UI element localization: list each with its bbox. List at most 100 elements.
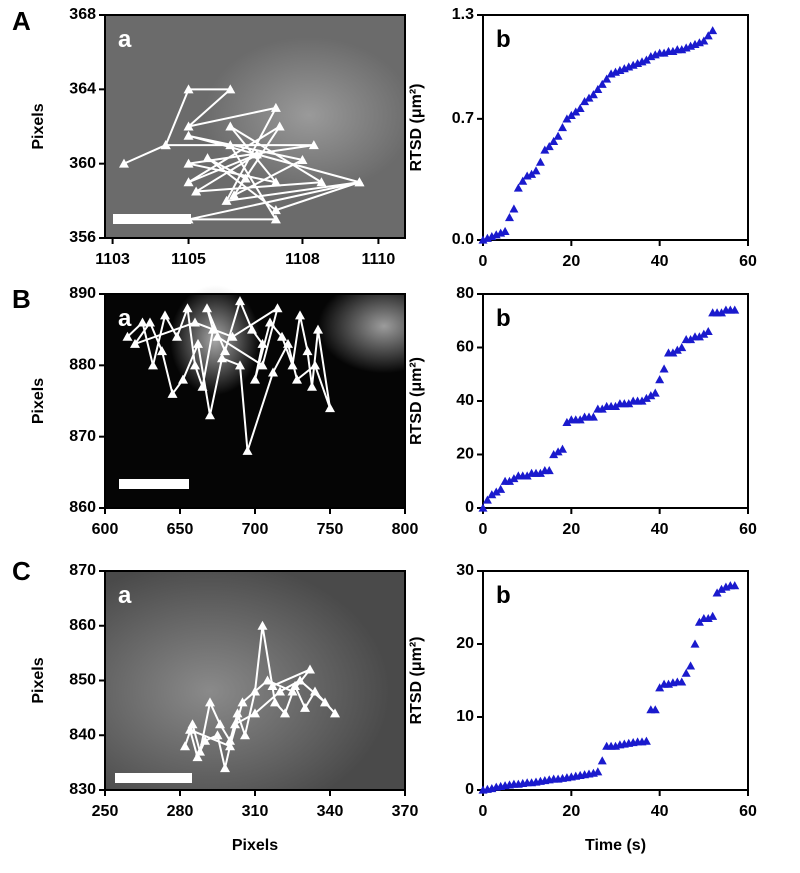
x-axis-label: Time (s) bbox=[585, 837, 646, 854]
trajectory-point bbox=[277, 331, 287, 341]
point bbox=[593, 767, 603, 776]
point bbox=[505, 476, 514, 485]
y-tick-label: 60 bbox=[456, 339, 474, 356]
trajectory-point bbox=[202, 303, 212, 313]
trajectory-point bbox=[137, 317, 148, 327]
trajectory-point bbox=[232, 708, 243, 718]
trajectory-point bbox=[310, 686, 320, 696]
x-axis-label: Pixels bbox=[232, 837, 278, 854]
point bbox=[513, 183, 523, 192]
trajectory-point bbox=[270, 205, 281, 215]
trajectory-point bbox=[237, 697, 248, 707]
point bbox=[558, 444, 567, 453]
trajectory-point bbox=[292, 374, 302, 384]
trajectory-point bbox=[185, 724, 195, 734]
panel-letter: A bbox=[12, 6, 31, 36]
trajectory-point bbox=[217, 353, 227, 363]
panel-sublabel: b bbox=[496, 582, 511, 609]
point bbox=[487, 490, 497, 499]
trajectory-point bbox=[270, 697, 280, 707]
trajectory-point bbox=[221, 195, 232, 205]
point bbox=[659, 364, 669, 373]
x-tick-label: 310 bbox=[242, 803, 269, 820]
point bbox=[509, 204, 519, 213]
y-tick-label: 830 bbox=[69, 781, 96, 798]
x-tick-label: 1110 bbox=[362, 251, 396, 268]
trajectory-point bbox=[308, 140, 319, 150]
point bbox=[641, 55, 651, 64]
x-tick-label: 650 bbox=[167, 521, 194, 538]
trajectory-point bbox=[235, 296, 245, 306]
point bbox=[690, 639, 700, 648]
panel-sublabel: b bbox=[496, 26, 511, 53]
trajectory-point bbox=[265, 317, 275, 327]
y-tick-label: 860 bbox=[69, 499, 96, 516]
trajectory-point bbox=[267, 680, 278, 690]
y-axis-label: RTSD (μm²) bbox=[408, 84, 425, 172]
x-tick-label: 60 bbox=[739, 521, 757, 538]
panel-sublabel: a bbox=[118, 305, 132, 332]
trajectory-point bbox=[280, 708, 290, 718]
point bbox=[694, 617, 704, 626]
point bbox=[694, 332, 704, 341]
x-tick-label: 0 bbox=[479, 803, 488, 820]
y-axis-label: RTSD (μm²) bbox=[408, 357, 425, 445]
plot-frame bbox=[104, 570, 406, 791]
trajectory-point bbox=[297, 154, 308, 164]
x-tick-label: 700 bbox=[242, 521, 269, 538]
trajectory-point bbox=[183, 84, 194, 94]
trajectory-point bbox=[118, 158, 129, 168]
image-background bbox=[105, 571, 405, 790]
y-tick-label: 870 bbox=[69, 428, 96, 445]
trajectory-point bbox=[275, 686, 285, 696]
trajectory-point bbox=[178, 374, 188, 384]
y-tick-label: 850 bbox=[69, 672, 96, 689]
panel-letter: C bbox=[12, 556, 31, 586]
y-tick-label: 0 bbox=[465, 499, 474, 516]
trajectory-point bbox=[316, 177, 327, 187]
scale-bar bbox=[115, 773, 192, 783]
y-tick-label: 20 bbox=[456, 635, 474, 652]
image-background bbox=[105, 15, 405, 238]
scale-bar bbox=[113, 214, 191, 224]
trajectory-point bbox=[225, 84, 236, 94]
trajectory-point bbox=[205, 697, 215, 707]
trajectory-point bbox=[240, 173, 251, 183]
x-tick-label: 0 bbox=[479, 253, 488, 270]
trajectory-point bbox=[200, 735, 210, 745]
x-tick-label: 800 bbox=[392, 521, 419, 538]
point bbox=[597, 404, 607, 413]
trajectory-point bbox=[320, 697, 330, 707]
y-axis-label: Pixels bbox=[30, 378, 47, 424]
y-tick-label: 368 bbox=[69, 6, 96, 23]
trajectory-point bbox=[270, 177, 281, 187]
point bbox=[646, 391, 656, 400]
trajectory-point bbox=[257, 620, 268, 630]
point bbox=[491, 487, 501, 496]
point bbox=[593, 84, 603, 94]
point bbox=[535, 468, 545, 477]
trajectory-point bbox=[167, 388, 178, 398]
point bbox=[730, 581, 740, 590]
x-tick-label: 60 bbox=[739, 253, 757, 270]
point bbox=[602, 74, 612, 83]
trajectory-point bbox=[190, 360, 200, 370]
point bbox=[703, 613, 713, 623]
trajectory-point bbox=[330, 708, 340, 718]
point bbox=[478, 503, 488, 512]
point bbox=[588, 412, 598, 421]
x-tick-label: 250 bbox=[92, 803, 119, 820]
point bbox=[686, 334, 696, 344]
point bbox=[544, 142, 554, 151]
x-tick-label: 600 bbox=[92, 521, 119, 538]
trajectory-point bbox=[197, 381, 208, 391]
point bbox=[505, 213, 514, 222]
trajectory-point bbox=[182, 303, 193, 313]
panel-letter: B bbox=[12, 284, 31, 314]
point bbox=[677, 343, 687, 352]
point bbox=[522, 471, 532, 480]
point bbox=[553, 447, 563, 456]
y-axis-label: Pixels bbox=[30, 103, 47, 149]
x-tick-label: 40 bbox=[651, 803, 669, 820]
trajectory bbox=[184, 625, 336, 769]
